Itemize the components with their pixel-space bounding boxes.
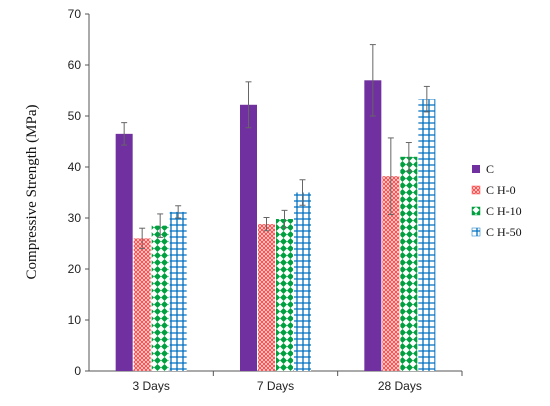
y-tick-label: 50 <box>68 109 82 123</box>
legend-swatch <box>471 227 481 237</box>
x-tick-label: 7 Days <box>257 379 294 393</box>
bar <box>133 238 151 371</box>
bar <box>294 192 311 371</box>
bar <box>364 80 382 372</box>
y-tick-label: 60 <box>68 58 82 72</box>
bar <box>418 99 436 372</box>
bar <box>382 176 400 371</box>
x-tick-label: 28 Days <box>378 379 422 393</box>
bar <box>115 133 133 371</box>
plot-area: 0 10 20 30 40 50 60 70 3 Days 7 Days 28 Days C C H-0… <box>68 7 522 393</box>
legend-swatch <box>471 185 481 195</box>
y-tick-label: 10 <box>68 313 82 327</box>
bar <box>258 224 275 371</box>
bar <box>276 219 293 371</box>
legend-label: C <box>486 162 494 176</box>
legend-swatch <box>471 206 481 216</box>
legend-label: C H-0 <box>486 183 516 197</box>
bar <box>169 211 187 371</box>
y-tick-label: 70 <box>68 7 82 21</box>
legend-swatch <box>472 165 480 173</box>
y-axis-title: Compressive Strength (MPa) <box>24 105 40 280</box>
bar <box>400 156 418 371</box>
legend-label: C H-50 <box>486 225 522 239</box>
legend-label: C H-10 <box>486 204 522 218</box>
y-tick-label: 30 <box>68 211 82 225</box>
x-tick-label: 3 Days <box>132 379 169 393</box>
y-tick-label: 40 <box>68 160 82 174</box>
y-tick-label: 0 <box>74 364 81 378</box>
y-tick-label: 20 <box>68 262 82 276</box>
bar <box>151 225 169 371</box>
bar <box>240 104 257 371</box>
